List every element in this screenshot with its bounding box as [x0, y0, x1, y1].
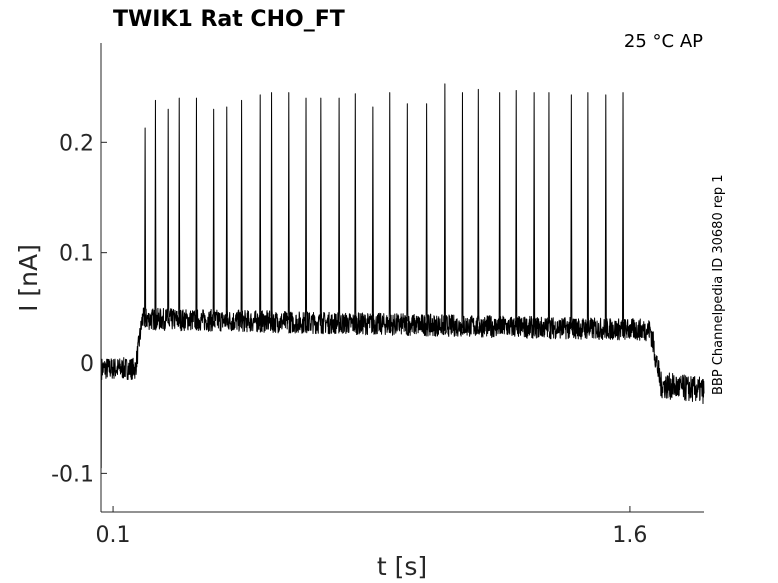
y-tick-label: -0.1 — [51, 462, 94, 487]
current-trace — [100, 83, 705, 469]
side-label: BBP Channelpedia ID 30680 rep 1 — [711, 174, 726, 395]
chart-title: TWIK1 Rat CHO_FT — [113, 7, 345, 32]
x-tick-label: 1.6 — [612, 523, 647, 548]
condition-annotation: 25 °C AP — [624, 31, 703, 52]
y-ticks: -0.1 0 0.1 0.2 — [51, 131, 107, 487]
plot-area — [100, 83, 705, 469]
y-tick-label: 0 — [80, 352, 94, 377]
x-tick-label: 0.1 — [96, 523, 131, 548]
x-ticks: 0.1 1.6 — [96, 506, 647, 548]
x-axis-label: t [s] — [377, 552, 427, 581]
y-tick-label: 0.2 — [59, 131, 94, 156]
y-tick-label: 0.1 — [59, 242, 94, 267]
y-axis-label: I [nA] — [14, 244, 43, 312]
